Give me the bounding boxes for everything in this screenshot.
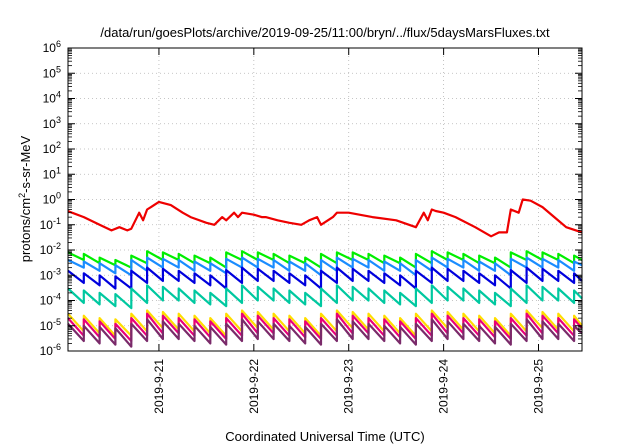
y-tick-label: 10-1 xyxy=(40,216,61,232)
y-tick-label: 10-6 xyxy=(40,342,61,358)
y-axis-label-sup: 2 xyxy=(17,193,27,198)
x-tick-label: 2019-9-25 xyxy=(532,359,546,414)
series-line-8 xyxy=(67,318,583,348)
y-tick-label: 104 xyxy=(43,90,61,106)
y-axis-label: protons/cm2-s-sr-MeV xyxy=(17,135,33,262)
x-tick-label: 2019-9-21 xyxy=(152,359,166,414)
x-tick-label: 2019-9-22 xyxy=(247,359,261,414)
y-tick-label: 105 xyxy=(43,64,61,80)
y-tick-label: 106 xyxy=(43,39,61,55)
y-tick-label: 103 xyxy=(43,115,61,131)
y-tick-label: 101 xyxy=(43,165,61,181)
series-line-7 xyxy=(67,312,583,343)
x-tick-label: 2019-9-24 xyxy=(437,359,451,414)
y-axis-label-pre: protons/cm xyxy=(18,198,33,262)
series-line-3 xyxy=(67,256,583,277)
y-tick-label: 100 xyxy=(43,191,61,207)
y-axis: 10-6 10-5 10-4 10-3 10-2 10-1 100 101 102 103 104 1… xyxy=(40,39,582,358)
x-axis: 2019-9-21 2019-9-22 2019-9-23 2019-9-24 2019… xyxy=(152,48,546,414)
series-line-4 xyxy=(67,266,583,290)
grid-lines xyxy=(68,48,582,351)
y-tick-label: 102 xyxy=(43,140,61,156)
y-tick-label: 10-4 xyxy=(40,292,61,308)
series-line-6 xyxy=(67,309,583,337)
x-tick-label: 2019-9-23 xyxy=(342,359,356,414)
series-line-1 xyxy=(67,198,583,238)
y-tick-label: 10-3 xyxy=(40,266,61,282)
y-tick-label: 10-2 xyxy=(40,241,61,257)
series-group xyxy=(67,198,583,348)
chart-title: /data/run/goesPlots/archive/2019-09-25/1… xyxy=(100,25,550,40)
series-line-2 xyxy=(67,250,583,269)
x-axis-label: Coordinated Universal Time (UTC) xyxy=(225,429,424,444)
series-line-5 xyxy=(67,284,583,310)
y-axis-label-post: -s-sr-MeV xyxy=(18,135,33,192)
y-tick-label: 10-5 xyxy=(40,317,61,333)
